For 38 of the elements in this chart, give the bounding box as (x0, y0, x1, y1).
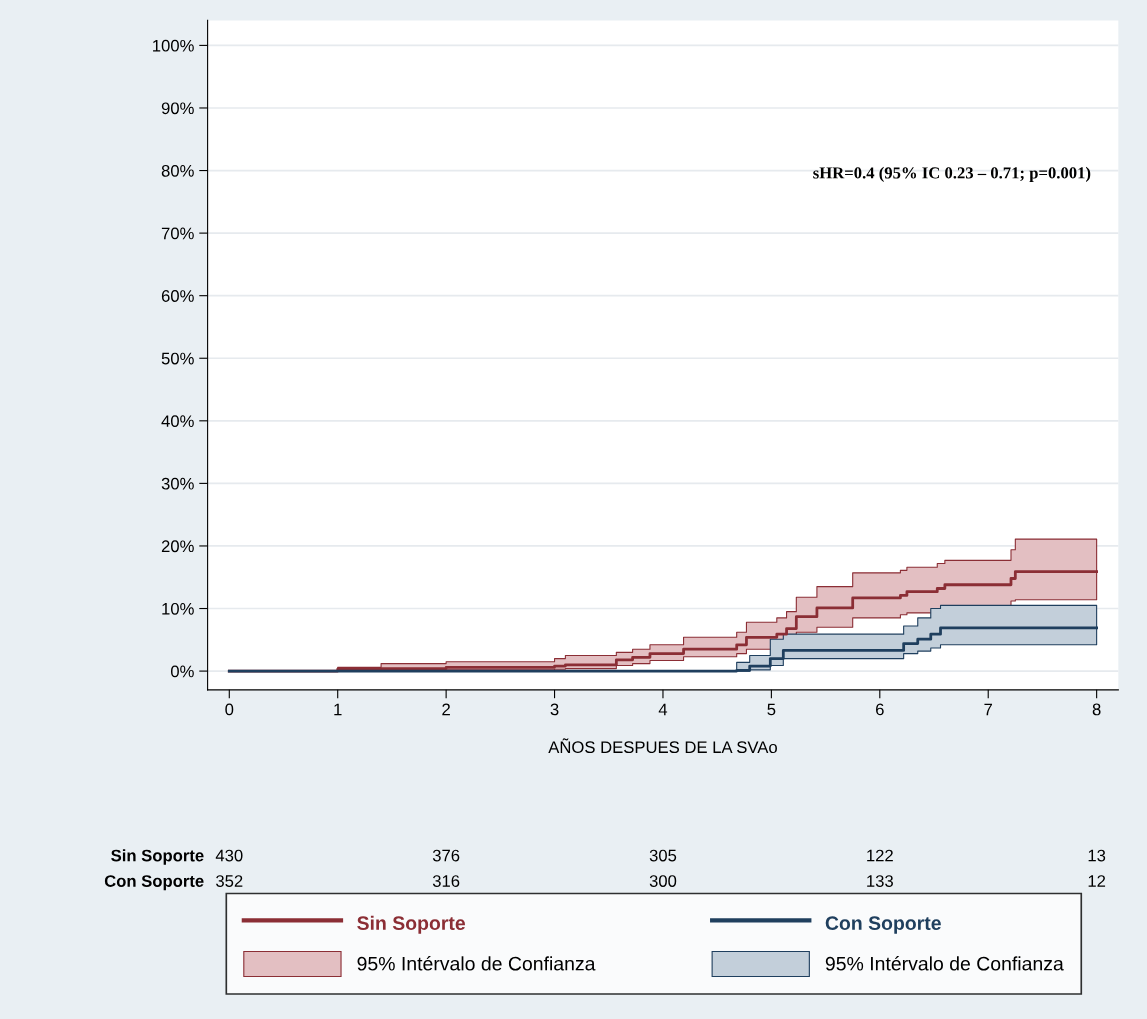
text: 133 (867, 875, 893, 887)
text: 376 (432, 849, 460, 862)
x-tick-label: 2 (442, 703, 450, 716)
y-tick-label: 80% (161, 164, 194, 177)
x-axis-title: AÑOS DESPUES DE LA SVAo (548, 738, 777, 754)
x-tick-label: 5 (767, 703, 776, 716)
y-tick-label: 100% (153, 39, 194, 52)
text: Con Soporte (825, 916, 941, 934)
y-tick-label: 60% (161, 290, 194, 302)
text: Sin Soporte (357, 915, 466, 934)
x-tick-label: 0 (225, 703, 234, 716)
text: 122 (867, 849, 893, 862)
x-tick-label: 3 (550, 703, 559, 716)
x-tick-label: 7 (984, 703, 993, 716)
text: 430 (215, 849, 243, 862)
text: 12 (1088, 875, 1106, 887)
x-tick-label: 4 (658, 703, 668, 716)
y-tick-label: 70% (161, 227, 194, 240)
text: 300 (649, 875, 677, 887)
y-tick-label: 90% (161, 102, 194, 115)
annotation: sHR=0.4 (95% IC 0.23 – 0.71; p=0.001) (813, 166, 1091, 182)
text: 95% Intérvalo de Confianza (357, 956, 596, 971)
text: 305 (649, 849, 677, 862)
x-tick-label: 8 (1092, 703, 1101, 716)
y-tick-label: 20% (161, 540, 194, 553)
text: 95% Intérvalo de Confianza (825, 956, 1064, 971)
text: 13 (1088, 849, 1106, 862)
text: Con Soporte (104, 875, 204, 891)
y-tick-label: 40% (161, 415, 194, 428)
text: 352 (216, 875, 243, 887)
text: Sin Soporte (111, 849, 204, 865)
y-tick-label: 50% (161, 352, 194, 365)
y-tick-label: 30% (161, 477, 194, 490)
y-tick-label: 10% (162, 602, 194, 615)
text: 316 (432, 875, 460, 887)
x-tick-label: 1 (334, 703, 342, 716)
x-tick-label: 6 (876, 703, 884, 716)
y-tick-label: 0% (170, 665, 194, 678)
